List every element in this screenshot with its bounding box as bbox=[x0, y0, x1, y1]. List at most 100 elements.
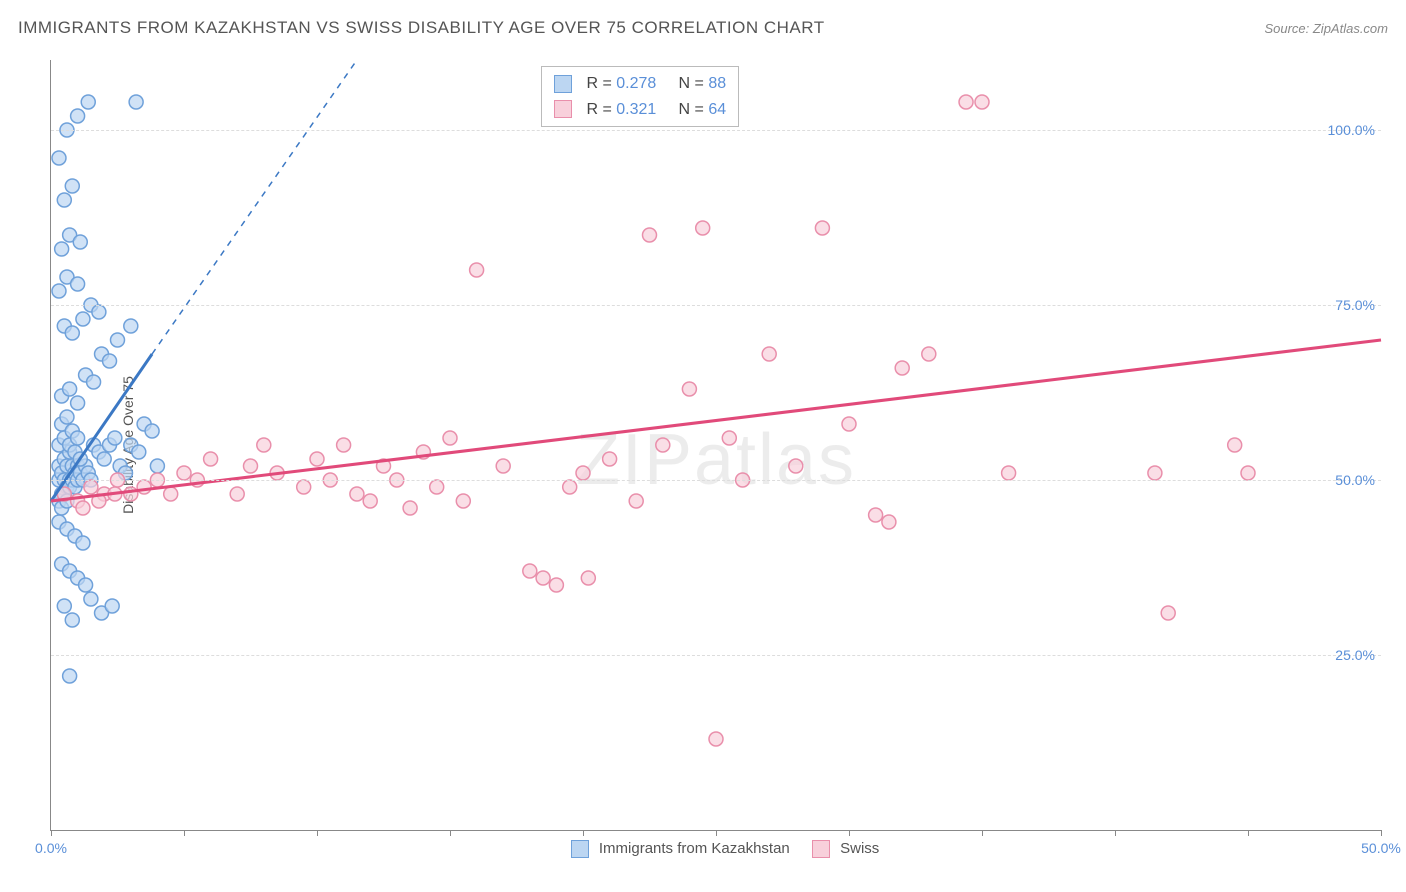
data-point bbox=[55, 242, 69, 256]
data-point bbox=[581, 571, 595, 585]
x-tick bbox=[849, 830, 850, 836]
data-point bbox=[111, 333, 125, 347]
data-point bbox=[470, 263, 484, 277]
data-point bbox=[177, 466, 191, 480]
trend-line-extrapolated bbox=[152, 60, 357, 354]
data-point bbox=[789, 459, 803, 473]
data-point bbox=[63, 669, 77, 683]
data-point bbox=[1148, 466, 1162, 480]
data-point bbox=[132, 445, 146, 459]
data-point bbox=[549, 578, 563, 592]
x-tick-label: 0.0% bbox=[35, 840, 67, 856]
data-point bbox=[922, 347, 936, 361]
data-point bbox=[682, 382, 696, 396]
data-point bbox=[297, 480, 311, 494]
x-tick bbox=[184, 830, 185, 836]
r-label: R = bbox=[586, 101, 611, 118]
data-point bbox=[57, 599, 71, 613]
data-point bbox=[60, 410, 74, 424]
data-point bbox=[337, 438, 351, 452]
x-tick bbox=[1381, 830, 1382, 836]
data-point bbox=[696, 221, 710, 235]
data-point bbox=[103, 354, 117, 368]
y-tick-label: 75.0% bbox=[1335, 297, 1375, 313]
y-tick-label: 25.0% bbox=[1335, 647, 1375, 663]
data-point bbox=[563, 480, 577, 494]
data-point bbox=[643, 228, 657, 242]
x-tick bbox=[51, 830, 52, 836]
data-point bbox=[629, 494, 643, 508]
data-point bbox=[84, 592, 98, 606]
x-tick bbox=[716, 830, 717, 836]
legend-label-swiss: Swiss bbox=[840, 840, 879, 857]
x-tick bbox=[1248, 830, 1249, 836]
data-point bbox=[815, 221, 829, 235]
data-point bbox=[76, 536, 90, 550]
data-point bbox=[1002, 466, 1016, 480]
scatter-plot-svg bbox=[51, 60, 1381, 830]
data-point bbox=[129, 95, 143, 109]
data-point bbox=[496, 459, 510, 473]
data-point bbox=[73, 235, 87, 249]
data-point bbox=[456, 494, 470, 508]
data-point bbox=[71, 431, 85, 445]
data-point bbox=[895, 361, 909, 375]
data-point bbox=[576, 466, 590, 480]
data-point bbox=[603, 452, 617, 466]
data-point bbox=[57, 193, 71, 207]
source-name: ZipAtlas.com bbox=[1313, 21, 1388, 36]
data-point bbox=[105, 599, 119, 613]
data-point bbox=[204, 452, 218, 466]
x-tick bbox=[583, 830, 584, 836]
data-point bbox=[164, 487, 178, 501]
data-point bbox=[97, 452, 111, 466]
plot-area: Disability Age Over 75 ZIPatlas R = 0.27… bbox=[50, 60, 1381, 831]
data-point bbox=[71, 109, 85, 123]
data-point bbox=[257, 438, 271, 452]
data-point bbox=[150, 459, 164, 473]
data-point bbox=[65, 326, 79, 340]
data-point bbox=[656, 438, 670, 452]
data-point bbox=[52, 284, 66, 298]
x-tick-label: 50.0% bbox=[1361, 840, 1401, 856]
data-point bbox=[722, 431, 736, 445]
stats-row-kazakhstan: R = 0.278 N = 88 bbox=[554, 71, 726, 97]
data-point bbox=[65, 179, 79, 193]
data-point bbox=[79, 578, 93, 592]
source-attribution: Source: ZipAtlas.com bbox=[1264, 21, 1388, 36]
n-value-swiss: 64 bbox=[708, 101, 726, 118]
data-point bbox=[124, 319, 138, 333]
data-point bbox=[523, 564, 537, 578]
n-label: N = bbox=[679, 101, 704, 118]
data-point bbox=[709, 732, 723, 746]
data-point bbox=[63, 382, 77, 396]
data-point bbox=[536, 571, 550, 585]
grid-line bbox=[51, 655, 1381, 656]
stats-legend-box: R = 0.278 N = 88 R = 0.321 N = 64 bbox=[541, 66, 739, 127]
data-point bbox=[443, 431, 457, 445]
chart-title: IMMIGRANTS FROM KAZAKHSTAN VS SWISS DISA… bbox=[18, 18, 825, 38]
data-point bbox=[76, 312, 90, 326]
data-point bbox=[52, 151, 66, 165]
data-point bbox=[310, 452, 324, 466]
data-point bbox=[71, 396, 85, 410]
n-label: N = bbox=[679, 75, 704, 92]
bottom-legend: Immigrants from Kazakhstan Swiss bbox=[51, 840, 1381, 858]
data-point bbox=[230, 487, 244, 501]
data-point bbox=[430, 480, 444, 494]
data-point bbox=[108, 431, 122, 445]
legend-label-kazakhstan: Immigrants from Kazakhstan bbox=[599, 840, 790, 857]
n-value-kazakhstan: 88 bbox=[708, 75, 726, 92]
x-tick bbox=[317, 830, 318, 836]
data-point bbox=[1161, 606, 1175, 620]
swatch-kazakhstan bbox=[554, 75, 572, 93]
y-tick-label: 100.0% bbox=[1328, 122, 1375, 138]
data-point bbox=[959, 95, 973, 109]
data-point bbox=[81, 95, 95, 109]
data-point bbox=[1241, 466, 1255, 480]
data-point bbox=[76, 501, 90, 515]
swatch-swiss bbox=[554, 100, 572, 118]
legend-swatch-swiss bbox=[812, 840, 830, 858]
y-tick-label: 50.0% bbox=[1335, 472, 1375, 488]
data-point bbox=[882, 515, 896, 529]
